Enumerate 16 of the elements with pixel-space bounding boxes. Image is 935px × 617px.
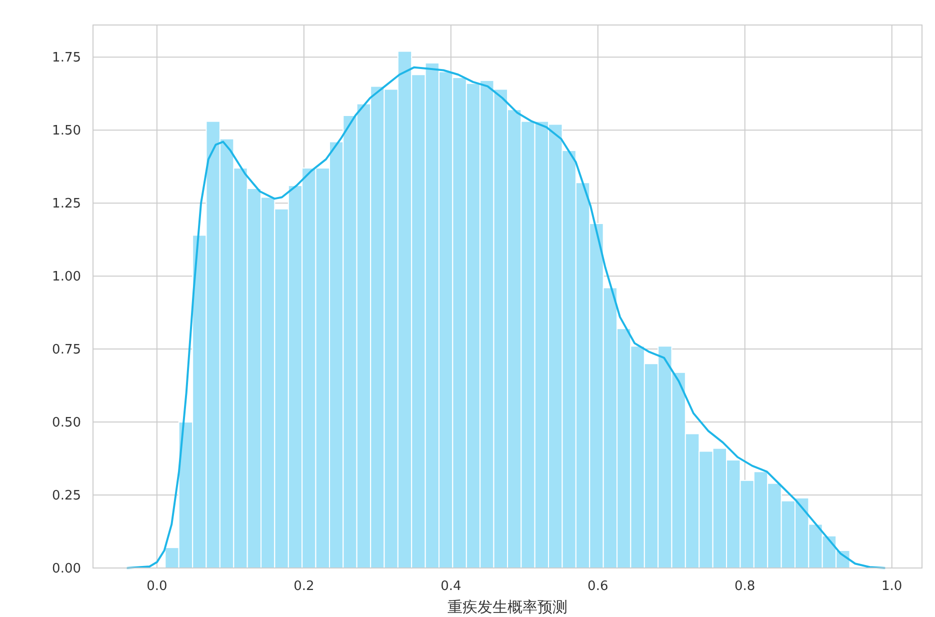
- x-tick-label: 1.0: [882, 579, 902, 594]
- x-tick-label: 0.6: [588, 579, 608, 594]
- x-axis-title: 重疾发生概率预测: [448, 598, 568, 616]
- y-tick-label: 0.75: [52, 342, 81, 358]
- x-tick-label: 0.8: [734, 579, 756, 594]
- y-tick-label: 0.25: [52, 488, 81, 504]
- x-tick-label: 0.2: [294, 579, 314, 594]
- y-tick-label: 1.00: [52, 270, 81, 285]
- x-tick-label: 0.4: [440, 579, 462, 594]
- line-series: [126, 66, 886, 569]
- x-tick-label: 0.0: [146, 579, 168, 594]
- y-tick-label: 1.75: [52, 50, 81, 66]
- y-tick-label: 0.00: [52, 562, 81, 576]
- y-tick-label: 1.25: [52, 196, 81, 212]
- y-tick-label: 0.50: [52, 416, 81, 431]
- y-tick-label: 1.50: [52, 124, 81, 139]
